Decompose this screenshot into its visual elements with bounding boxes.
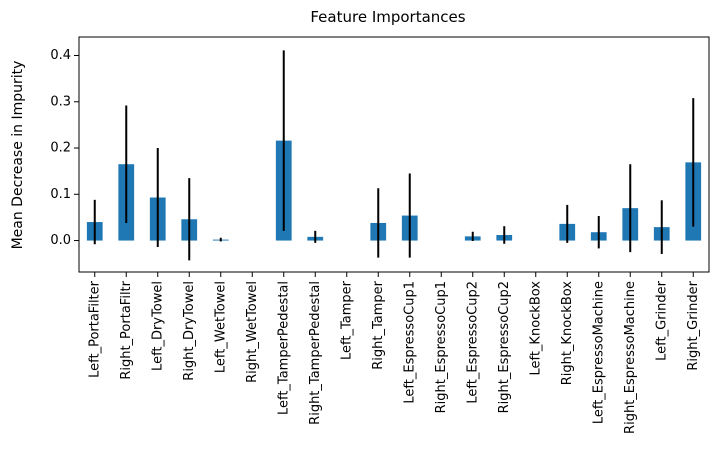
bars-group — [86, 140, 702, 241]
x-tick-label: Right_EspressoCup1 — [434, 281, 449, 413]
x-tick-label: Right_Tamper — [371, 280, 386, 369]
x-tick-label: Right_KnockBox — [560, 281, 575, 386]
y-axis-ticks: 0.0 0.1 0.2 0.3 0.4 — [50, 48, 79, 248]
x-tick-label: Left_Grinder — [654, 280, 669, 360]
y-tick-label: 0.1 — [50, 187, 71, 202]
plot-area: 0.0 0.1 0.2 0.3 0.4 Left_PortaFilter Right_Po… — [50, 36, 710, 434]
x-tick-label: Right_EspressoCup2 — [497, 281, 512, 413]
x-tick-label: Left_EspressoCup2 — [465, 281, 480, 404]
x-tick-label: Left_PortaFilter — [87, 280, 102, 378]
y-tick-label: 0.2 — [50, 141, 71, 156]
x-tick-label: Left_WetTowel — [213, 281, 228, 373]
y-tick-label: 0.3 — [50, 94, 71, 109]
y-tick-label: 0.0 — [50, 233, 71, 248]
axes-frame — [78, 36, 710, 273]
x-tick-label: Right_WetTowel — [245, 281, 260, 383]
x-tick-label: Left_EspressoMachine — [591, 281, 606, 424]
x-tick-label: Left_Tamper — [339, 280, 354, 360]
y-tick-label: 0.4 — [50, 48, 71, 63]
x-tick-label: Left_TamperPedestal — [276, 281, 291, 415]
y-axis-label: Mean Decrease in Impurity — [10, 61, 26, 250]
x-tick-label: Right_PortaFiltr — [119, 280, 134, 379]
x-tick-label: Left_DryTowel — [150, 281, 165, 371]
x-tick-label: Left_EspressoCup1 — [402, 281, 417, 404]
x-tick-label: Right_Grinder — [686, 280, 701, 370]
error-bars-group — [93, 50, 695, 261]
x-tick-label: Right_EspressoMachine — [623, 281, 638, 434]
x-tick-label: Right_TamperPedestal — [308, 281, 323, 425]
x-axis-ticks: Left_PortaFilter Right_PortaFiltr Left_Dry… — [87, 272, 701, 434]
chart-title: Feature Importances — [310, 8, 465, 26]
x-tick-label: Left_KnockBox — [528, 281, 543, 376]
x-tick-label: Right_DryTowel — [182, 281, 197, 381]
